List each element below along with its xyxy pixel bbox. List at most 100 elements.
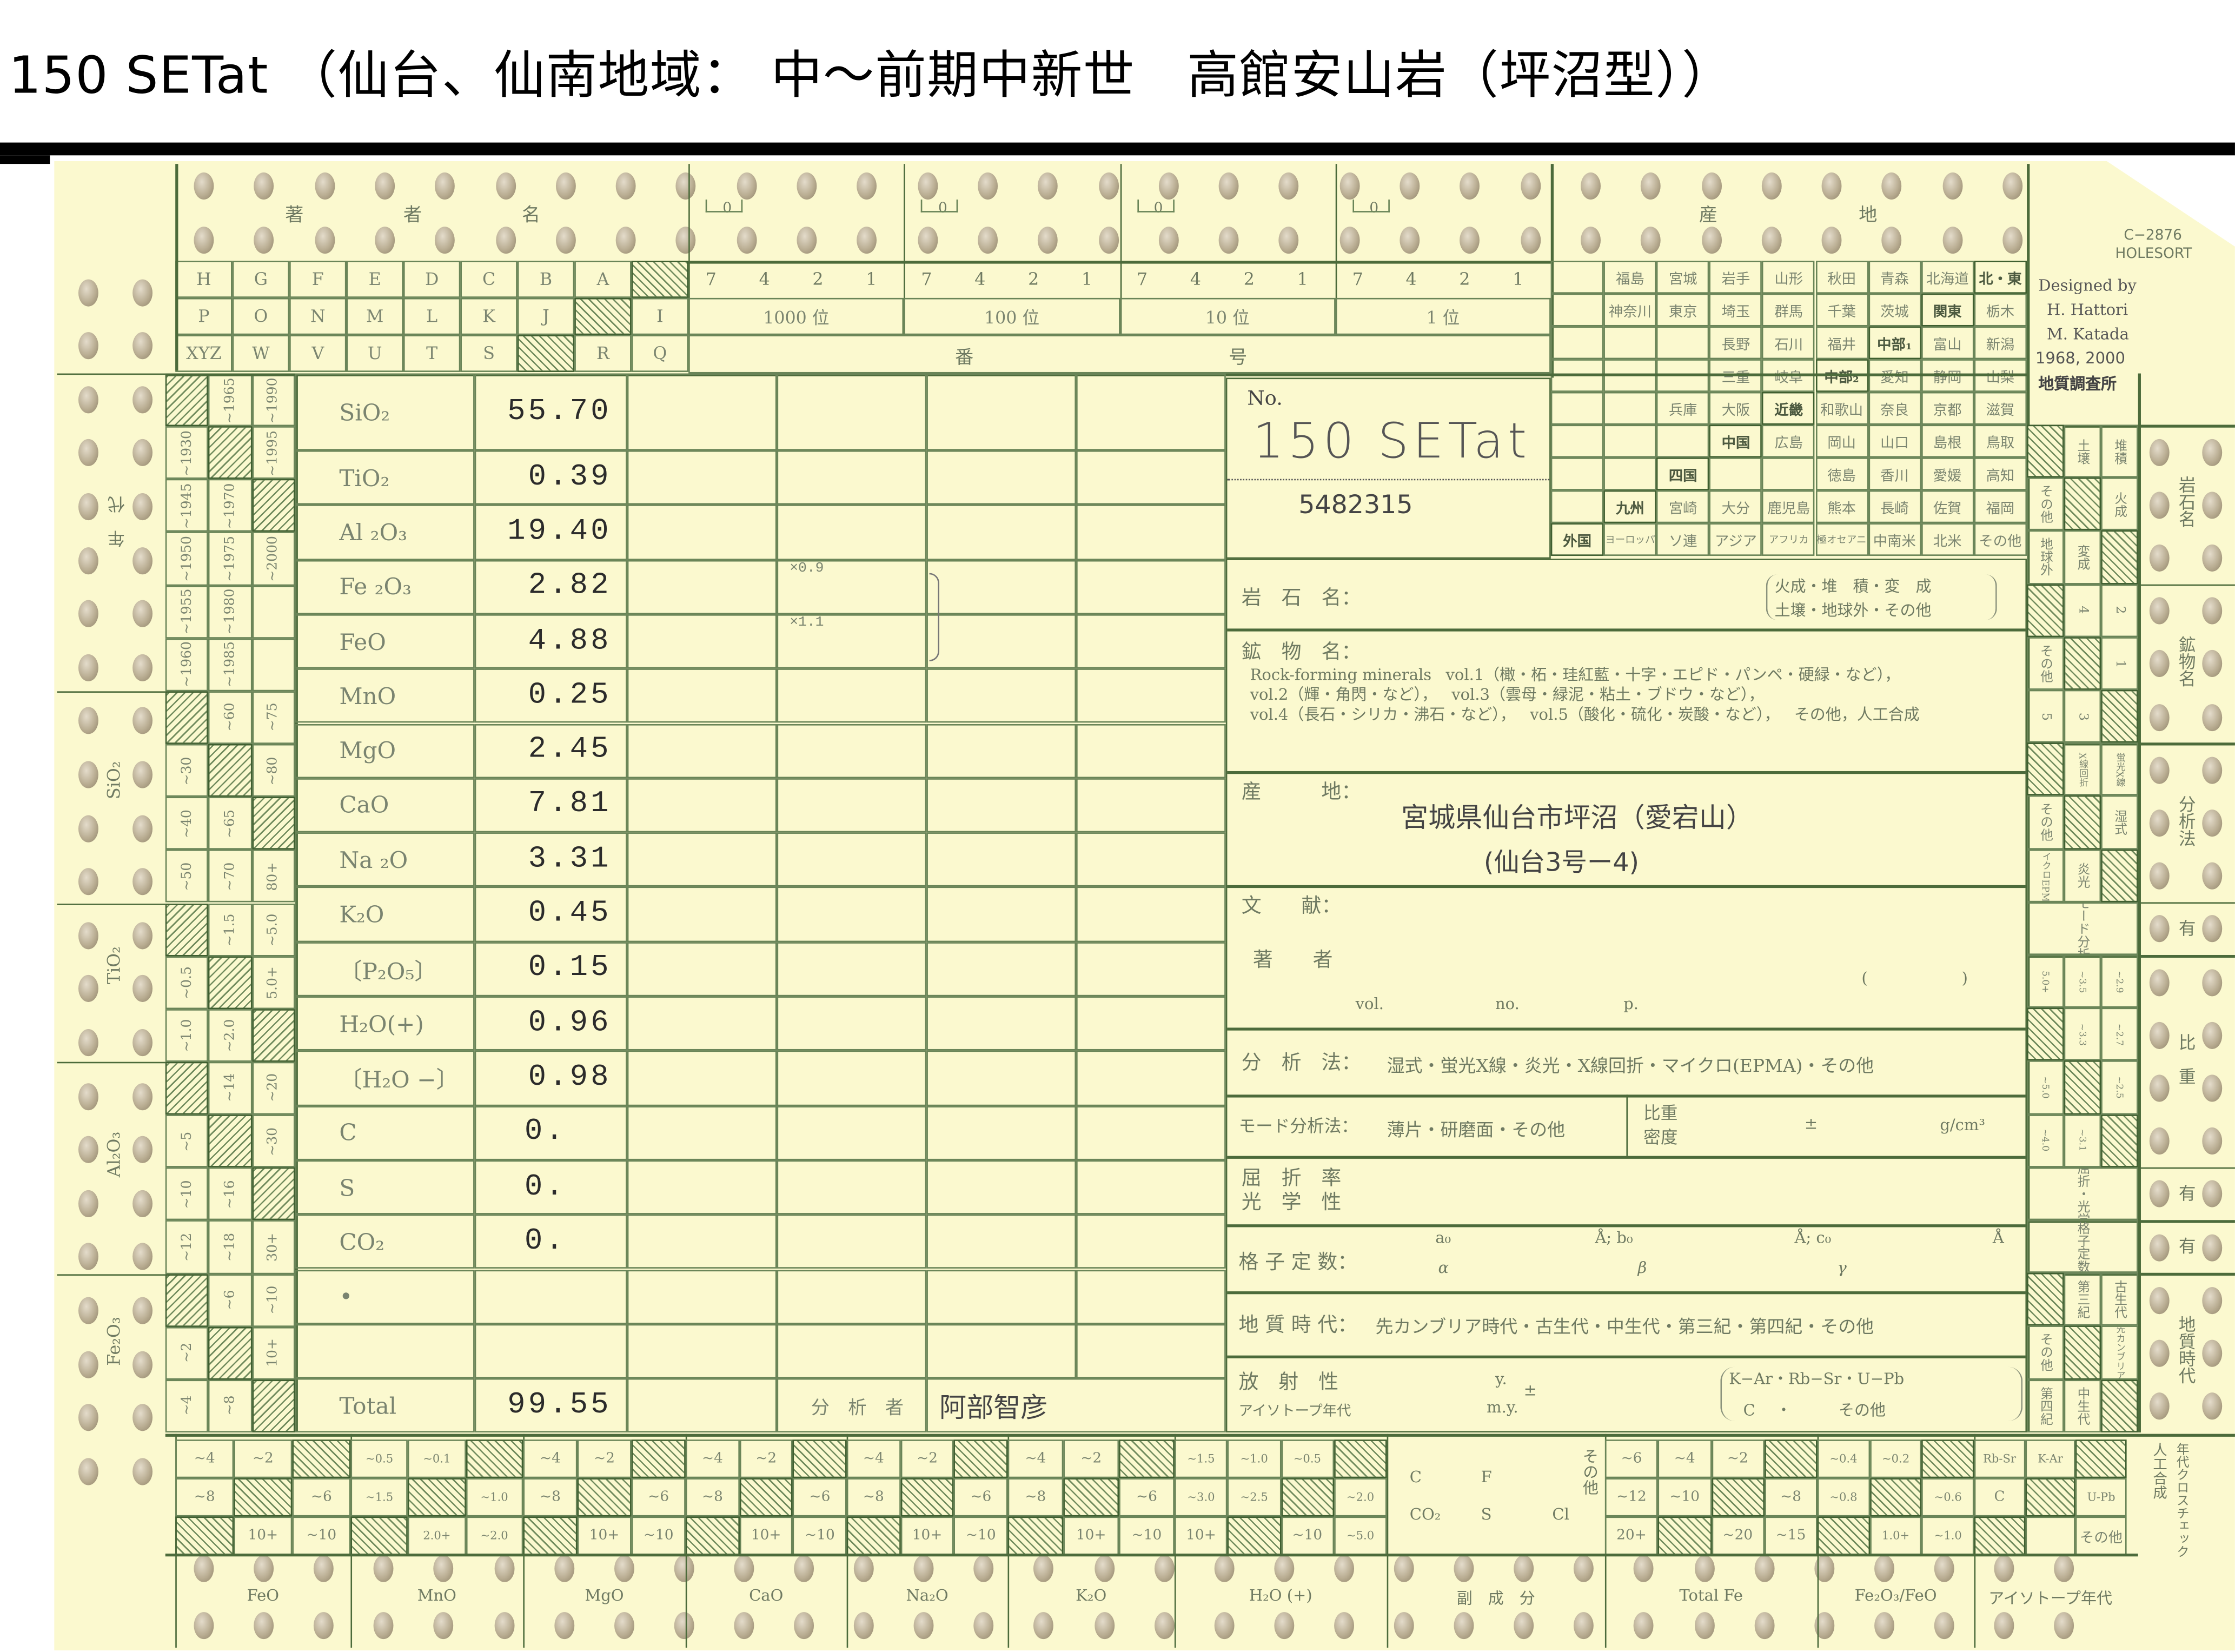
digit-weight: 1 bbox=[866, 269, 877, 290]
density-plusminus: ± bbox=[1804, 1114, 1818, 1133]
punch-hole bbox=[78, 1404, 98, 1431]
punch-hole bbox=[674, 1611, 694, 1638]
punch-hole bbox=[132, 814, 153, 842]
author-section-label: 名 bbox=[521, 205, 541, 227]
region-cell-text: 北・東 bbox=[1979, 272, 2022, 288]
punch-hole bbox=[794, 1554, 814, 1582]
category-cell-text: マイクロEPMA bbox=[2039, 848, 2051, 902]
punch-hole bbox=[2202, 1021, 2223, 1049]
category-cell: 古生代 bbox=[2101, 1273, 2138, 1326]
category-cell: 湿式 bbox=[2101, 795, 2138, 849]
region-cell: 中国 bbox=[1709, 424, 1762, 458]
range-cell-text: ~4 bbox=[179, 1396, 195, 1416]
prefecture-cell-text: 東京 bbox=[1668, 305, 1697, 321]
punch-hole bbox=[132, 921, 153, 949]
prefecture-cell-text: 和歌山 bbox=[1820, 403, 1863, 419]
punch-hole bbox=[132, 761, 153, 788]
designer-2: M. Katada bbox=[2047, 324, 2129, 344]
punch-hole bbox=[2054, 1554, 2074, 1582]
form-row-line bbox=[1227, 771, 2026, 773]
bottom-range-cell-text: ~4 bbox=[702, 1451, 723, 1467]
prefecture-cell-text: 北海道 bbox=[1926, 272, 1969, 288]
author-initial-cell-text: M bbox=[366, 306, 384, 327]
punch-hole bbox=[132, 707, 153, 735]
radio-methods-paren bbox=[1720, 1366, 2023, 1421]
category-cell-text: 変成 bbox=[2074, 544, 2089, 570]
category-cell: X線回折 bbox=[2064, 742, 2101, 796]
punch-hole bbox=[1274, 1554, 1294, 1582]
punch-hole bbox=[554, 1611, 574, 1638]
prefecture-cell: 大分 bbox=[1709, 490, 1762, 523]
punch-hole bbox=[132, 1136, 153, 1164]
prefecture-cell: 石川 bbox=[1762, 326, 1815, 360]
oxide-label: C bbox=[339, 1119, 357, 1146]
punch-hole bbox=[1400, 225, 1420, 253]
category-cell-text: その他 bbox=[2037, 644, 2052, 683]
prefecture-cell bbox=[1550, 326, 1604, 360]
punch-hole bbox=[1153, 1554, 1174, 1582]
bottom-range-cell-text: その他 bbox=[2080, 1530, 2123, 1547]
punch-hole bbox=[2149, 650, 2170, 678]
punch-hole bbox=[1274, 1611, 1294, 1638]
bottom-range-cell-text: ~2 bbox=[1727, 1451, 1748, 1467]
place-value-cell: 1 位 bbox=[1335, 297, 1551, 335]
bottom-range-cell-text: 10+ bbox=[912, 1528, 943, 1544]
factor-brace bbox=[929, 573, 939, 662]
mineral-ref-2b: vol.3（雲母・緑泥・粘土・ブドウ・など）， bbox=[1451, 685, 1765, 705]
bottom-range-cell: K-Ar bbox=[2025, 1439, 2076, 1478]
author-section-label: 著 bbox=[285, 205, 304, 227]
bottom-range-cell: ~3.0 bbox=[1174, 1478, 1228, 1517]
category-cell-text: 土壌 bbox=[2074, 438, 2089, 465]
bottom-range-cell: 1.0+ bbox=[1869, 1516, 1922, 1555]
bottom-range-cell-text: ~4 bbox=[539, 1451, 561, 1467]
oxide-value: 0. bbox=[524, 1116, 566, 1150]
range-cell: ~40 bbox=[165, 797, 209, 850]
punch-hole bbox=[132, 1243, 153, 1271]
bottom-range-cell-text: ~20 bbox=[1722, 1528, 1753, 1544]
sample-number-box: No. 150 SETat 5482315 bbox=[1225, 377, 1551, 559]
prefecture-cell-text: 群馬 bbox=[1774, 305, 1803, 321]
range-cell-text: ~40 bbox=[179, 809, 195, 838]
hatched-cell bbox=[2027, 742, 2064, 796]
prefecture-cell bbox=[1550, 392, 1604, 425]
prefecture-cell-text: 秋田 bbox=[1827, 272, 1856, 288]
category-cell: 3 bbox=[2064, 689, 2101, 743]
punch-hole bbox=[1514, 1611, 1534, 1638]
bottom-range-cell-text: ~0.4 bbox=[1829, 1452, 1858, 1465]
reference-label: 文 献： bbox=[1241, 895, 1342, 918]
range-cell-text: ~1955 bbox=[179, 588, 195, 635]
bracket-mark-zero: 0 bbox=[938, 201, 947, 217]
category-cell-text: ~3.1 bbox=[2077, 1129, 2088, 1152]
table-cell: 0.45 bbox=[474, 887, 627, 942]
table-cell bbox=[1076, 1215, 1226, 1270]
range-cell: ~60 bbox=[208, 691, 252, 744]
hatched-cell bbox=[1764, 1439, 1818, 1478]
punch-hole bbox=[2202, 915, 2223, 943]
bottom-range-cell: ~10 bbox=[793, 1516, 847, 1555]
prefecture-cell: 和歌山 bbox=[1815, 392, 1868, 425]
bottom-range-cell: ~4 bbox=[846, 1439, 900, 1478]
range-cell-text: ~60 bbox=[222, 703, 238, 732]
hatched-cell bbox=[2064, 477, 2101, 531]
bottom-range-cell-text: 10+ bbox=[248, 1528, 278, 1544]
bottom-range-cell-text: C bbox=[1994, 1489, 2005, 1505]
form-row-line bbox=[1227, 1156, 2026, 1158]
bottom-range-cell: ~2.5 bbox=[1228, 1478, 1281, 1517]
table-cell: 19.40 bbox=[474, 505, 627, 560]
bracket-mark bbox=[921, 200, 958, 213]
table-cell: 〔P₂O₅〕 bbox=[295, 941, 475, 997]
hatched-cell bbox=[631, 1439, 686, 1478]
table-cell: H₂O(+) bbox=[295, 996, 475, 1051]
hatched-cell bbox=[2101, 689, 2138, 743]
punch-hole bbox=[2149, 1339, 2170, 1367]
punch-hole bbox=[494, 1554, 514, 1582]
left-group-divider bbox=[57, 1061, 165, 1064]
bottom-range-cell-text: 20+ bbox=[1616, 1528, 1647, 1544]
oxide-value: 7.81 bbox=[528, 788, 612, 822]
hatched-cell bbox=[1869, 1478, 1922, 1517]
bottom-range-cell: ~8 bbox=[846, 1478, 900, 1517]
category-cell: その他 bbox=[2027, 477, 2064, 531]
prefecture-cell-text: 佐賀 bbox=[1933, 501, 1962, 518]
punch-hole bbox=[1934, 1611, 1954, 1638]
hatched-cell bbox=[846, 1516, 900, 1555]
